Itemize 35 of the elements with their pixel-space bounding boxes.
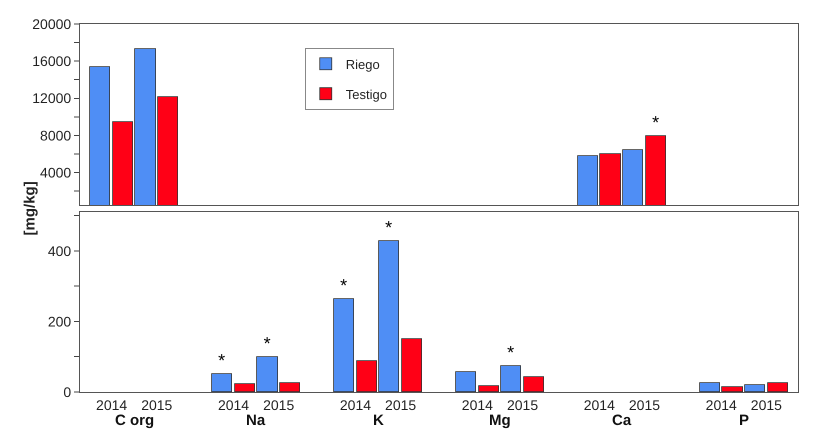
x-tick-label: 2014 — [340, 396, 372, 413]
text: Na — [246, 412, 266, 429]
x-tick-label: 2014 — [462, 396, 494, 413]
legend-label: Testigo — [346, 86, 387, 102]
data-label: * — [340, 276, 348, 296]
text: P — [739, 412, 750, 429]
text: K — [373, 412, 384, 429]
x-tick-label: 2015 — [263, 396, 294, 413]
x-tick-label: 2015 — [385, 396, 416, 413]
text: C org — [115, 412, 154, 429]
y-tick-label: 12000 — [32, 90, 72, 106]
text: Ca — [612, 412, 632, 429]
data-label: * — [264, 334, 271, 354]
y-tick-label: 8000 — [40, 127, 72, 144]
x-tick-label: 2014 — [96, 396, 128, 413]
x-tick-label: 2015 — [750, 396, 782, 413]
data-label: * — [218, 350, 226, 371]
y-tick-label: 400 — [48, 242, 72, 259]
x-tick-label: 2014 — [218, 396, 250, 413]
legend-label: Riego — [346, 56, 380, 72]
y-axis-title: [mg/kg] — [21, 181, 38, 236]
x-tick-label: 2015 — [506, 396, 538, 413]
data-label: * — [507, 342, 514, 363]
text: Mg — [489, 412, 511, 429]
y-tick-label: 4000 — [40, 164, 72, 180]
y-tick-label: 200 — [48, 313, 72, 330]
x-tick-label: 2015 — [628, 396, 660, 413]
x-tick-label: 2015 — [141, 396, 173, 413]
data-label: * — [385, 218, 392, 238]
y-tick-label: 0 — [63, 384, 72, 400]
y-tick-label: 20000 — [32, 16, 72, 32]
data-label: * — [652, 112, 660, 133]
y-tick-label: 16000 — [32, 53, 72, 70]
x-tick-label: 2014 — [584, 396, 616, 413]
x-tick-label: 2014 — [706, 396, 738, 413]
